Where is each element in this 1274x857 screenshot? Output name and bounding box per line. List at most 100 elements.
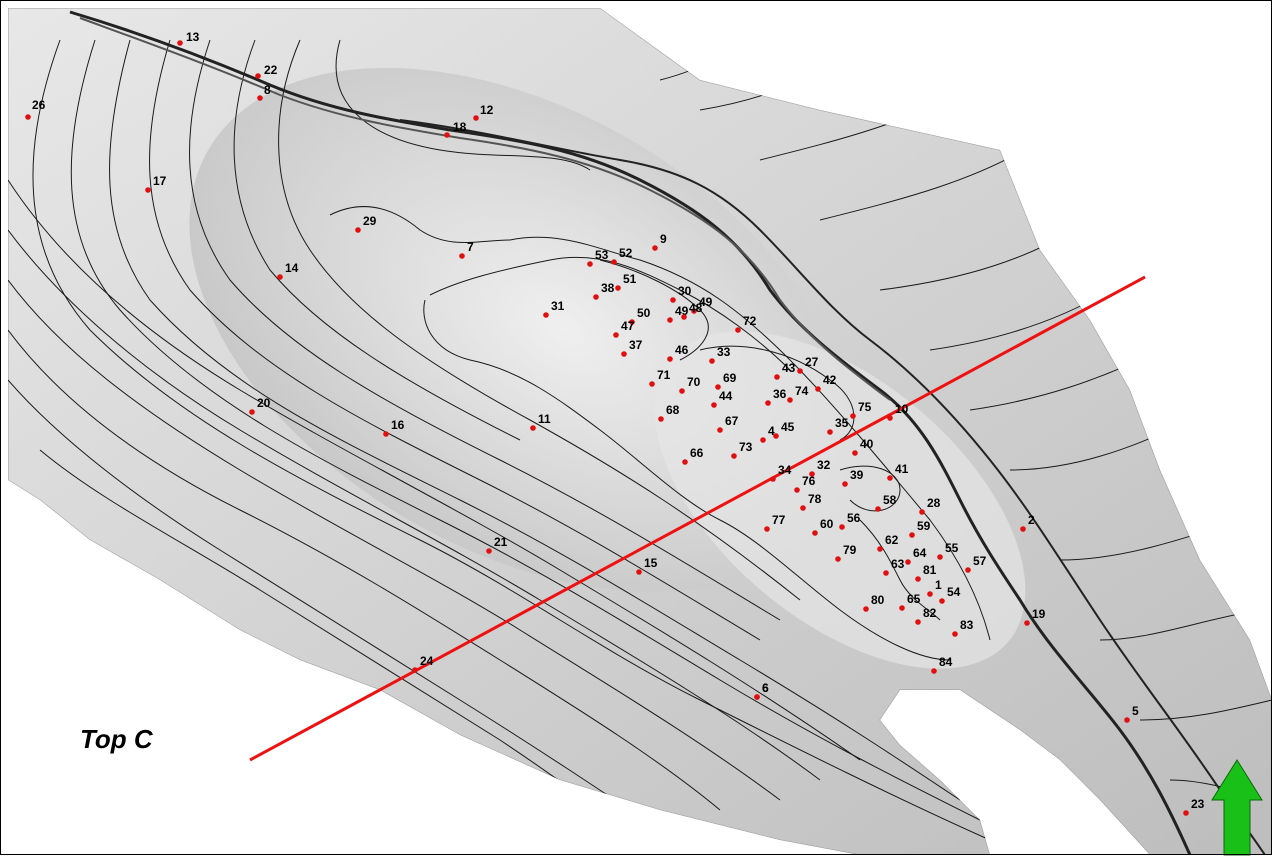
well-marker xyxy=(887,475,893,481)
well-label: 6 xyxy=(762,681,769,695)
well-marker xyxy=(965,567,971,573)
well-33: 33 xyxy=(709,345,731,364)
well-marker xyxy=(682,459,688,465)
well-60: 60 xyxy=(812,517,834,536)
well-marker xyxy=(613,332,619,338)
well-label: 47 xyxy=(621,319,635,333)
well-label: 7 xyxy=(467,240,474,254)
well-label: 14 xyxy=(285,261,299,275)
well-marker xyxy=(937,554,943,560)
well-label: 30 xyxy=(678,284,692,298)
well-label: 48 xyxy=(689,301,703,315)
well-marker xyxy=(765,400,771,406)
well-marker xyxy=(593,294,599,300)
well-56: 56 xyxy=(839,511,861,530)
well-9: 9 xyxy=(652,232,667,251)
well-68: 68 xyxy=(658,403,680,422)
well-marker xyxy=(905,559,911,565)
well-marker xyxy=(850,413,856,419)
well-label: 74 xyxy=(795,384,809,398)
well-73: 73 xyxy=(731,440,753,459)
well-label: 77 xyxy=(772,513,786,527)
well-label: 73 xyxy=(739,440,753,454)
well-marker xyxy=(731,453,737,459)
well-39: 39 xyxy=(842,468,864,487)
well-label: 50 xyxy=(637,306,651,320)
well-label: 33 xyxy=(717,345,731,359)
well-marker xyxy=(1124,717,1130,723)
well-marker xyxy=(883,570,889,576)
well-marker xyxy=(764,526,770,532)
well-label: 38 xyxy=(601,281,615,295)
well-marker xyxy=(145,187,151,193)
well-marker xyxy=(257,95,263,101)
well-label: 13 xyxy=(186,30,200,44)
well-marker xyxy=(794,487,800,493)
well-label: 60 xyxy=(820,517,834,531)
well-18: 18 xyxy=(444,120,467,138)
well-label: 5 xyxy=(1132,704,1139,718)
well-marker xyxy=(909,532,915,538)
well-70: 70 xyxy=(679,375,701,394)
well-label: 53 xyxy=(595,248,609,262)
well-label: 12 xyxy=(480,103,494,117)
well-69: 69 xyxy=(715,371,737,390)
well-label: 78 xyxy=(808,492,822,506)
well-marker xyxy=(1024,620,1030,626)
well-label: 75 xyxy=(858,400,872,414)
well-label: 65 xyxy=(907,592,921,606)
well-label: 2 xyxy=(1028,513,1035,527)
well-marker xyxy=(887,415,893,421)
well-marker xyxy=(658,416,664,422)
well-label: 17 xyxy=(153,174,167,188)
well-34: 34 xyxy=(770,463,792,482)
well-7: 7 xyxy=(459,240,474,259)
well-label: 41 xyxy=(895,462,909,476)
well-5: 5 xyxy=(1124,704,1139,723)
well-marker xyxy=(774,374,780,380)
well-label: 56 xyxy=(847,511,861,525)
well-label: 51 xyxy=(623,272,637,286)
well-75: 75 xyxy=(850,400,872,419)
well-59: 59 xyxy=(909,519,931,538)
well-marker xyxy=(486,548,492,554)
well-8: 8 xyxy=(257,83,271,101)
well-label: 63 xyxy=(891,557,905,571)
well-marker xyxy=(652,245,658,251)
well-53: 53 xyxy=(587,248,609,267)
well-marker xyxy=(827,429,833,435)
well-marker xyxy=(709,358,715,364)
well-marker xyxy=(383,431,389,437)
well-28: 28 xyxy=(919,496,941,515)
well-2: 2 xyxy=(1020,513,1035,532)
well-marker xyxy=(679,388,685,394)
well-label: 82 xyxy=(923,606,937,620)
well-marker xyxy=(863,606,869,612)
well-marker xyxy=(636,569,642,575)
well-marker xyxy=(25,114,31,120)
well-55: 55 xyxy=(937,541,959,560)
well-label: 18 xyxy=(453,120,467,134)
well-label: 32 xyxy=(817,458,831,472)
fault-traces xyxy=(69,10,1266,855)
contour-lines xyxy=(8,19,1272,841)
well-32: 32 xyxy=(809,458,831,477)
well-label: 67 xyxy=(725,414,739,428)
well-12: 12 xyxy=(473,103,494,121)
well-label: 84 xyxy=(939,655,953,669)
well-40: 40 xyxy=(852,437,874,456)
well-marker xyxy=(249,409,255,415)
well-label: 58 xyxy=(883,493,897,507)
well-marker xyxy=(649,381,655,387)
well-84: 84 xyxy=(931,655,953,674)
well-1: 1 xyxy=(927,578,942,597)
well-10: 10 xyxy=(887,402,909,421)
well-52: 52 xyxy=(611,246,633,265)
well-marker xyxy=(915,619,921,625)
well-marker xyxy=(412,667,418,673)
well-label: 43 xyxy=(782,361,796,375)
well-label: 34 xyxy=(778,463,792,477)
well-marker xyxy=(787,397,793,403)
well-64: 64 xyxy=(905,546,927,565)
